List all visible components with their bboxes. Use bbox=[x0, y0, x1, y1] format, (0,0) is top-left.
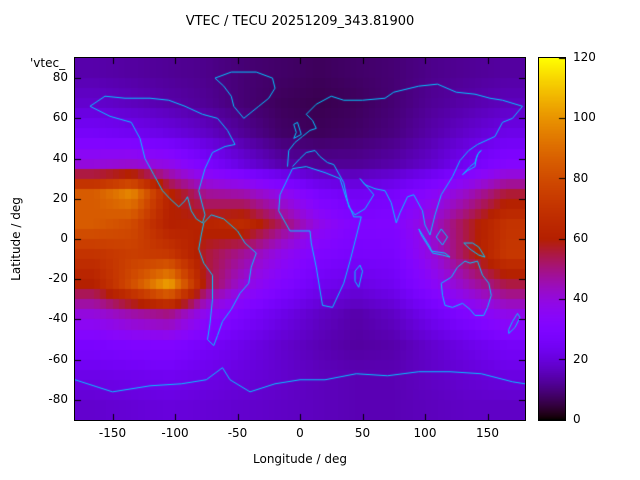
y-tick-label: 60 bbox=[52, 110, 68, 125]
x-axis-label: Longitude / deg bbox=[253, 452, 347, 466]
y-axis-label: Latitude / deg bbox=[9, 197, 23, 281]
y-tick-label: -40 bbox=[48, 311, 68, 326]
colorbar-canvas bbox=[539, 58, 565, 420]
colorbar-tick-label: 80 bbox=[573, 170, 589, 185]
colorbar-tick-label: 100 bbox=[573, 110, 596, 125]
colorbar-tick-label: 120 bbox=[573, 50, 596, 64]
chart-title: VTEC / TECU 20251209_343.81900 bbox=[185, 14, 415, 29]
x-tick-label: 100 bbox=[413, 426, 437, 440]
x-tick-label: 0 bbox=[296, 426, 304, 440]
y-tick-label: 80 bbox=[52, 70, 68, 85]
x-tick-label: 50 bbox=[354, 426, 371, 440]
colorbar-tick-label: 40 bbox=[573, 291, 589, 306]
vtec-heatmap-canvas bbox=[75, 58, 525, 420]
y-tick-label: -60 bbox=[48, 351, 68, 366]
x-tick-label: -150 bbox=[98, 426, 127, 440]
y-tick-label: -20 bbox=[48, 271, 68, 286]
colorbar-tick-label: 0 bbox=[573, 412, 581, 426]
x-tick-label: -100 bbox=[161, 426, 189, 440]
y-tick-label: 0 bbox=[60, 231, 68, 245]
y-tick-label: -80 bbox=[48, 391, 68, 406]
y-tick-label: 20 bbox=[52, 190, 68, 205]
x-tick-label: -50 bbox=[227, 426, 248, 440]
y-tick-label: 40 bbox=[52, 150, 68, 165]
x-tick-label: 150 bbox=[476, 426, 499, 440]
corner-artifact-label: 'vtec_ bbox=[30, 56, 66, 70]
colorbar-tick-label: 20 bbox=[573, 351, 589, 366]
colorbar-tick-label: 60 bbox=[573, 231, 589, 245]
